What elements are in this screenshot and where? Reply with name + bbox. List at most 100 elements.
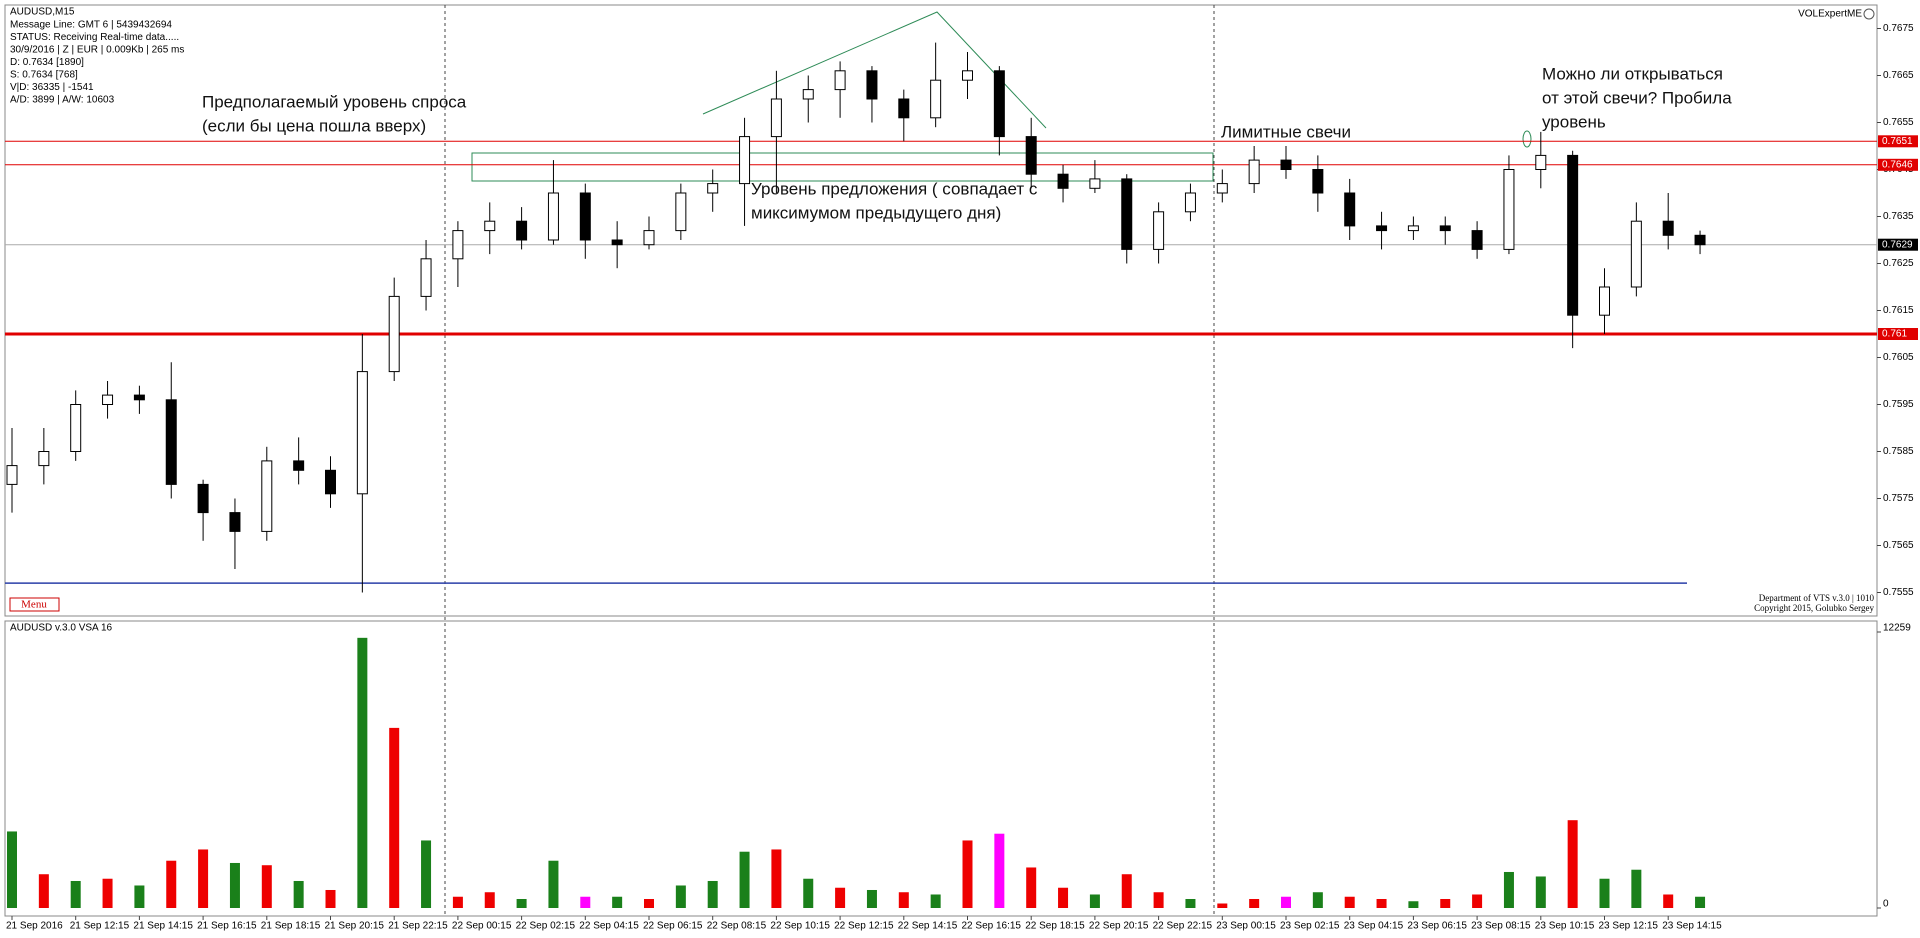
candle-body: [325, 469, 336, 495]
candle-body: [1121, 178, 1133, 250]
candle-body: [962, 70, 973, 81]
candle-body: [6, 465, 18, 485]
candle-body: [1089, 178, 1101, 189]
volume-bar: [229, 862, 240, 908]
x-tick-label: 21 Sep 12:15: [70, 921, 130, 932]
candle-body: [579, 192, 591, 241]
candle-body: [133, 394, 145, 401]
trend-lines: [702, 11, 1047, 129]
candle-body: [1694, 234, 1706, 246]
x-tick-label: 23 Sep 12:15: [1599, 921, 1659, 932]
volume-bar: [803, 878, 814, 908]
volume-bar: [484, 892, 495, 908]
candle-body: [1344, 192, 1356, 227]
volume-bar: [1249, 898, 1260, 908]
x-tick-label: 22 Sep 04:15: [579, 921, 639, 932]
volume-bar: [325, 889, 336, 908]
info-line: D: 0.7634 [1890]: [10, 57, 84, 68]
volume-bar: [1344, 896, 1355, 908]
x-tick-label: 22 Sep 22:15: [1153, 921, 1213, 932]
candle-body: [898, 98, 910, 119]
candle-body: [1376, 225, 1388, 232]
x-tick-label: 22 Sep 10:15: [770, 921, 830, 932]
x-tick-label: 23 Sep 06:15: [1407, 921, 1467, 932]
candle-body: [1630, 220, 1642, 288]
volume-bar: [293, 880, 304, 908]
candle-body: [1280, 159, 1292, 171]
x-tick-label: 21 Sep 14:15: [133, 921, 193, 932]
menu-button[interactable]: [9, 597, 60, 612]
volume-bar: [389, 727, 400, 908]
y-tick-label: 0.7565: [1883, 540, 1914, 551]
x-tick-label: 21 Sep 20:15: [325, 921, 385, 932]
volume-bar: [1217, 903, 1228, 908]
annotation: уровень: [1542, 112, 1606, 131]
candle-body: [420, 258, 432, 297]
credit: Copyright 2015, Golubko Sergey: [1754, 603, 1874, 613]
y-tick-label: 0.7575: [1883, 493, 1914, 504]
volume-bar: [835, 887, 846, 908]
x-tick-label: 23 Sep 00:15: [1216, 921, 1276, 932]
volume-bar: [1472, 894, 1483, 908]
y-tick-label: 0.7655: [1883, 117, 1914, 128]
candle-body: [38, 451, 50, 467]
volume-bar: [1503, 871, 1514, 908]
candle-body: [547, 192, 559, 241]
candle-body: [611, 239, 623, 246]
volume-bar: [994, 833, 1005, 908]
candle-body: [1248, 159, 1260, 185]
candle-body: [834, 70, 846, 91]
candle-body: [261, 460, 273, 532]
y-tick-label: 0.7555: [1883, 587, 1914, 598]
x-tick-label: 22 Sep 02:15: [516, 921, 576, 932]
x-tick-label: 23 Sep 08:15: [1471, 921, 1531, 932]
supply-zone-box: [471, 152, 1214, 182]
info-line: Message Line: GMT 6 | 5439432694: [10, 20, 172, 31]
info-line: V|D: 36335 | -1541: [10, 82, 94, 93]
candle-body: [643, 230, 655, 246]
volume-bar: [1535, 876, 1546, 908]
volume-bar: [1058, 887, 1069, 908]
price-tag: [1878, 158, 1918, 171]
volume-bar: [1153, 892, 1164, 908]
volume-bar: [134, 885, 145, 908]
candle-body: [1503, 169, 1515, 250]
volume-bar: [1185, 898, 1196, 908]
volume-bar: [930, 894, 941, 908]
candle-body: [1153, 211, 1165, 250]
volume-bar: [198, 849, 209, 908]
volume-bar: [421, 840, 432, 908]
menu-label[interactable]: Menu: [21, 599, 47, 611]
x-tick-label: 23 Sep 04:15: [1344, 921, 1404, 932]
candle-body: [484, 220, 496, 232]
x-tick-label: 21 Sep 18:15: [261, 921, 321, 932]
y-tick-label: 0.7675: [1883, 23, 1914, 34]
volume-bar: [261, 865, 272, 908]
price-tag-label: 0.7646: [1882, 159, 1913, 170]
volume-bar: [166, 860, 177, 908]
y-tick-label: 0.7605: [1883, 352, 1914, 363]
info-line: STATUS: Receiving Real-time data.....: [10, 32, 179, 43]
volume-bar: [1440, 898, 1451, 908]
candle-body: [1057, 173, 1069, 189]
volume-bar: [452, 896, 463, 908]
y-tick-label: 0.7665: [1883, 70, 1914, 81]
candle-body: [1439, 225, 1451, 232]
annotation: Лимитные свечи: [1221, 122, 1351, 141]
volume-title: AUDUSD v.3.0 VSA 16: [10, 623, 113, 634]
y-tick-label: 0.7635: [1883, 211, 1914, 222]
candle-body: [739, 136, 751, 185]
x-tick-label: 21 Sep 2016: [6, 921, 63, 932]
annotation: Можно ли открываться: [1542, 64, 1723, 83]
candle-body: [356, 371, 368, 495]
volume-bar: [1121, 874, 1132, 908]
volume-pane: [4, 620, 1878, 917]
settings-icon[interactable]: [1863, 8, 1875, 20]
candle-body: [1599, 286, 1610, 316]
volume-bar: [1695, 896, 1706, 908]
x-tick-label: 22 Sep 16:15: [962, 921, 1022, 932]
y-tick-label: 0.7625: [1883, 258, 1914, 269]
candle-body: [930, 79, 942, 119]
volume-bar: [1376, 898, 1387, 908]
price-tag: [1878, 328, 1918, 340]
